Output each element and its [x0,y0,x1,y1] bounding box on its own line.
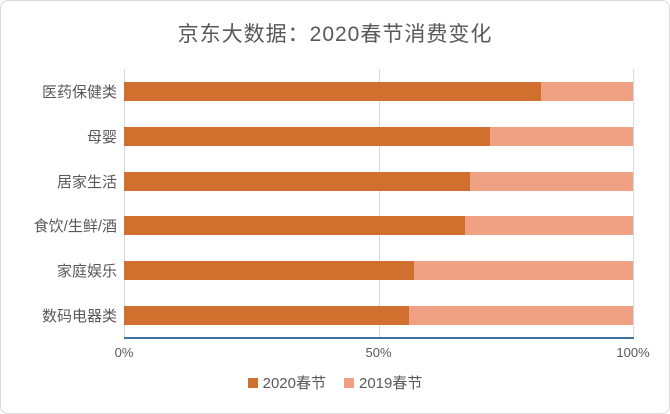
bar-segment-2020春节 [124,171,471,191]
bar-segment-2020春节 [124,216,466,236]
bar-segment-2019春节 [414,261,633,281]
x-tick-label: 50% [365,345,392,360]
bar-segment-2020春节 [124,261,415,281]
bar-row [124,114,633,159]
bar-segment-2020春节 [124,306,410,326]
bar-segment-2019春节 [541,81,633,101]
gridline-100pct [633,69,634,338]
legend-label: 2019春节 [359,375,423,392]
category-label: 食饮/生鲜/酒 [33,218,117,236]
bar-row [124,159,633,204]
category-label: 医药保健类 [41,83,117,101]
stacked-bar [124,81,633,101]
category-labels: 医药保健类母婴居家生活食饮/生鲜/酒家庭娱乐数码电器类 [1,69,117,338]
stacked-bar [124,126,633,146]
gridline-0pct [124,69,125,338]
category-label: 数码电器类 [41,308,117,326]
bar-segment-2019春节 [490,126,633,146]
stacked-bar [124,171,633,191]
bar-row [124,248,633,293]
bar-segment-2019春节 [470,171,633,191]
bar-row [124,203,633,248]
legend: 2020春节 2019春节 [1,372,669,393]
gridline-50pct [378,69,380,338]
legend-item: 2020春节 [247,372,326,393]
x-axis-ticks: 0% 50% 100% [115,345,650,361]
bar-segment-2019春节 [409,306,633,326]
bar-row [124,69,633,114]
stacked-bar [124,261,633,281]
category-label: 家庭娱乐 [56,263,117,281]
plot-area [124,69,634,339]
stacked-bar [124,306,633,326]
x-tick-label: 0% [114,345,134,360]
bar-row [124,293,633,338]
chart-title: 京东大数据：2020春节消费变化 [177,23,493,46]
x-tick-label: 100% [616,345,650,360]
legend-label: 2020春节 [262,375,326,392]
bar-segment-2020春节 [124,126,491,146]
category-label: 居家生活 [56,173,117,191]
stacked-bar [124,216,633,236]
legend-swatch-icon [344,377,354,388]
bars-container [124,69,633,338]
bar-segment-2020春节 [124,81,542,101]
category-label: 母婴 [86,128,117,146]
bar-segment-2019春节 [465,216,633,236]
legend-swatch-icon [247,377,258,388]
legend-item: 2019春节 [344,372,422,393]
x-axis-line [124,337,634,339]
